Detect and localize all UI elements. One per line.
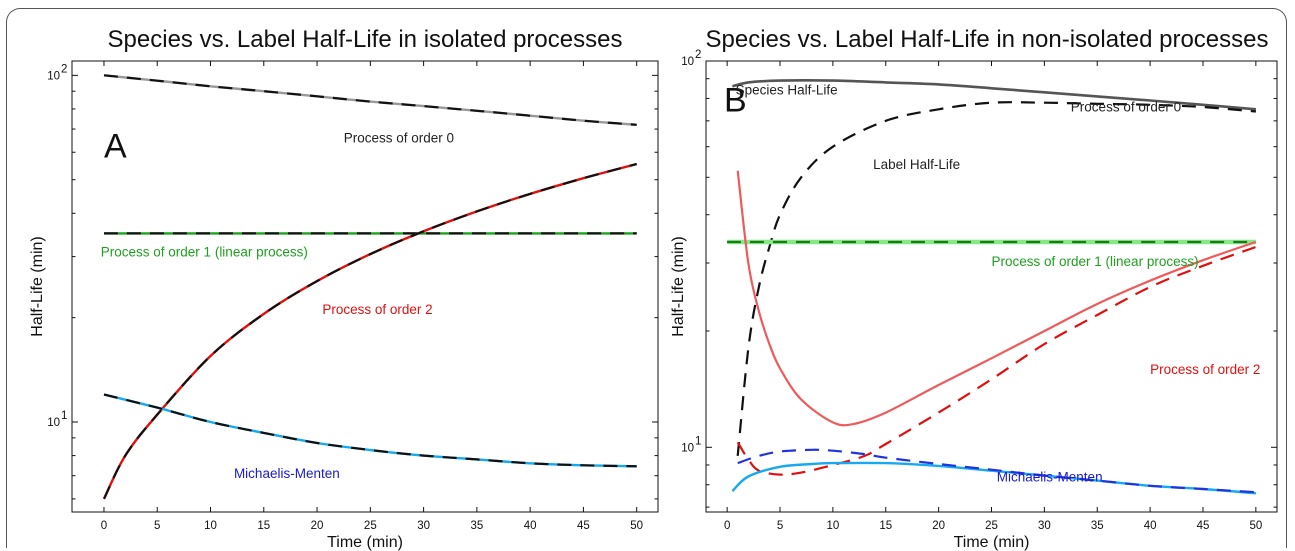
x-axis-label: Time (min) bbox=[954, 534, 1030, 551]
x-tick-label: 25 bbox=[985, 520, 998, 532]
annotation-label: Process of order 2 bbox=[322, 302, 432, 317]
series-group bbox=[102, 74, 638, 500]
figure-frame bbox=[6, 8, 1287, 548]
chart-title: Species vs. Label Half-Life in non-isola… bbox=[706, 26, 1269, 53]
annotation-label: Michaelis-Menten bbox=[997, 470, 1103, 485]
annotation-label: Process of order 0 bbox=[1071, 100, 1181, 115]
x-tick-label: 50 bbox=[1249, 520, 1262, 532]
series-line-mm_label bbox=[103, 393, 637, 468]
panel-a: Species vs. Label Half-Life in isolated … bbox=[29, 26, 659, 551]
x-tick-label: 35 bbox=[1091, 520, 1104, 532]
series-line-o2_species bbox=[736, 170, 1257, 427]
y-tick-exponent: 2 bbox=[695, 49, 701, 61]
series-line-o2_label bbox=[103, 162, 637, 500]
x-tick-label: 10 bbox=[204, 520, 217, 532]
x-tick-label: 5 bbox=[154, 520, 160, 532]
panel-letter: A bbox=[104, 127, 127, 165]
plot-area-border bbox=[71, 60, 659, 513]
panel-b: Species vs. Label Half-Life in non-isola… bbox=[670, 26, 1278, 551]
x-tick-label: 10 bbox=[826, 520, 839, 532]
x-axis-label: Time (min) bbox=[327, 534, 403, 551]
x-tick-label: 5 bbox=[777, 520, 783, 532]
series-line-mm_label bbox=[737, 448, 1256, 494]
plot-area-border bbox=[705, 60, 1278, 513]
y-axis-label: Half-Life (min) bbox=[670, 236, 687, 336]
series-group bbox=[727, 79, 1257, 495]
series-line-mm_species bbox=[103, 393, 637, 468]
x-tick-label: 0 bbox=[101, 520, 107, 532]
x-tick-label: 40 bbox=[524, 520, 537, 532]
annotation-label: Label Half-Life bbox=[873, 157, 960, 172]
chart-title: Species vs. Label Half-Life in isolated … bbox=[108, 26, 623, 53]
x-tick-label: 30 bbox=[1038, 520, 1051, 532]
y-tick-exponent: 2 bbox=[61, 63, 67, 75]
series-line-o0_label bbox=[103, 74, 637, 126]
x-tick-label: 20 bbox=[932, 520, 945, 532]
series-line-o0_species bbox=[732, 79, 1257, 111]
x-tick-label: 35 bbox=[470, 520, 483, 532]
annotation-label: Species Half-Life bbox=[736, 82, 838, 97]
x-tick-label: 25 bbox=[364, 520, 377, 532]
x-tick-label: 0 bbox=[724, 520, 730, 532]
y-axis-label: Half-Life (min) bbox=[29, 236, 46, 336]
annotation-label: Process of order 1 (linear process) bbox=[992, 254, 1199, 269]
x-tick-label: 15 bbox=[879, 520, 892, 532]
series-line-mm_species bbox=[731, 461, 1256, 495]
y-tick-exponent: 1 bbox=[61, 410, 67, 422]
series-line-o0_label bbox=[736, 101, 1256, 457]
x-tick-label: 30 bbox=[417, 520, 430, 532]
annotation-label: Process of order 0 bbox=[344, 131, 454, 146]
y-tick-label: 10 bbox=[681, 442, 694, 454]
y-tick-label: 10 bbox=[47, 70, 60, 82]
panel-letter: B bbox=[724, 82, 747, 120]
x-tick-label: 45 bbox=[577, 520, 590, 532]
x-tick-label: 40 bbox=[1144, 520, 1157, 532]
x-tick-label: 45 bbox=[1197, 520, 1210, 532]
x-tick-label: 20 bbox=[311, 520, 324, 532]
x-tick-label: 50 bbox=[630, 520, 643, 532]
y-tick-exponent: 1 bbox=[695, 435, 701, 447]
x-tick-label: 15 bbox=[257, 520, 270, 532]
y-tick-label: 10 bbox=[47, 417, 60, 429]
annotation-label: Michaelis-Menten bbox=[234, 466, 340, 481]
annotation-label: Process of order 2 bbox=[1150, 362, 1260, 377]
series-line-o2_species bbox=[102, 162, 638, 500]
series-line-o2_label bbox=[736, 245, 1257, 476]
y-tick-label: 10 bbox=[681, 56, 694, 68]
annotation-label: Process of order 1 (linear process) bbox=[101, 245, 308, 260]
